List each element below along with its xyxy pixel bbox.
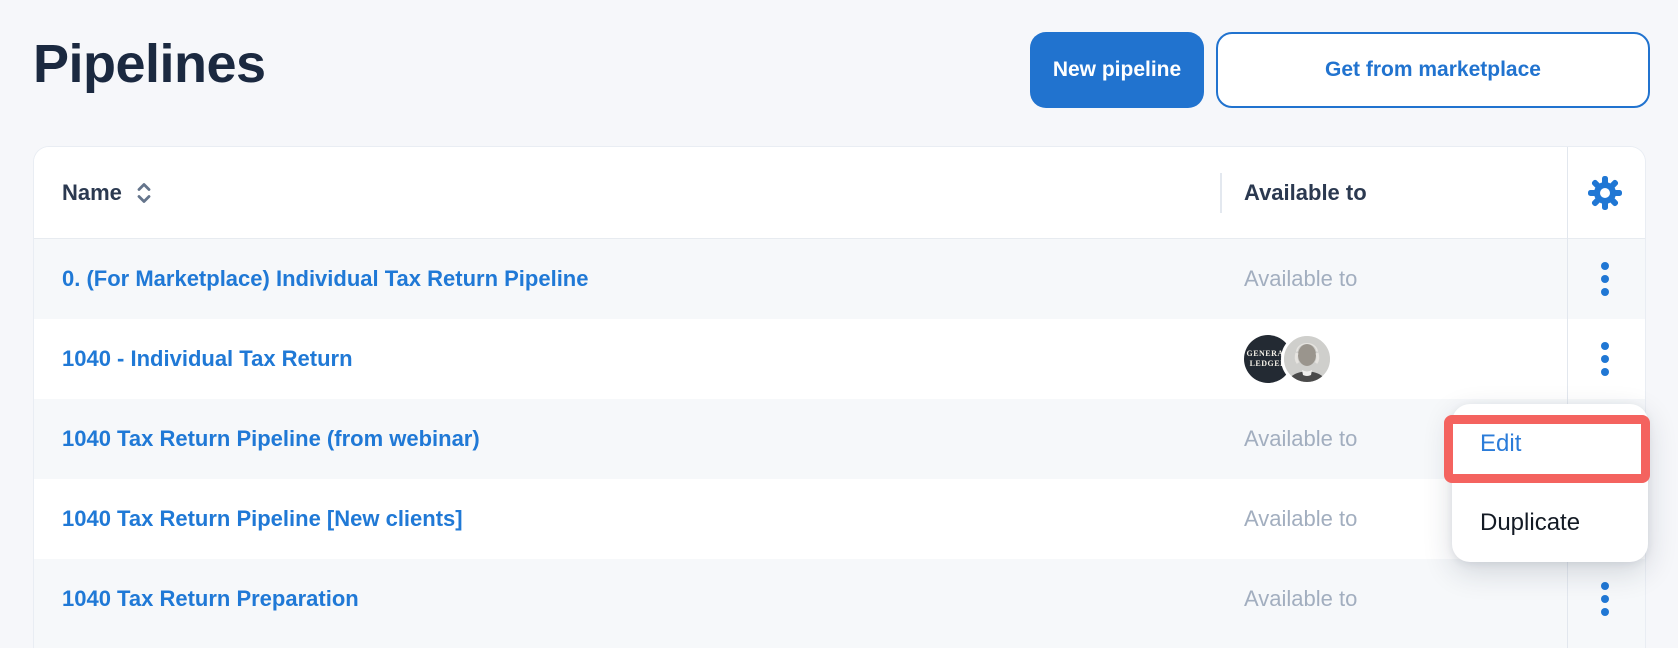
washington-portrait-avatar [1281,333,1333,385]
pipelines-table: Name Available to [33,146,1646,648]
available-to-placeholder[interactable]: Available to [1244,506,1358,531]
pipeline-link[interactable]: 1040 - Individual Tax Return [62,346,353,371]
table-row: 1040 Tax Return Pipeline (from webinar) … [34,399,1645,479]
actions-column-divider [1567,147,1568,648]
available-to-avatars: GENERAL LEDGER [1244,333,1333,385]
new-pipeline-button[interactable]: New pipeline [1030,32,1204,108]
name-column-label: Name [62,179,122,205]
available-to-placeholder[interactable]: Available to [1244,586,1358,611]
pipeline-link[interactable]: 0. (For Marketplace) Individual Tax Retu… [62,266,589,291]
table-row-partial [34,639,1645,648]
page-title: Pipelines [33,34,266,94]
row-menu-kebab-icon[interactable] [1591,256,1619,302]
available-to-placeholder[interactable]: Available to [1244,426,1358,451]
context-menu-item-edit[interactable]: Edit [1480,429,1522,457]
pipeline-link[interactable]: 1040 Tax Return Preparation [62,586,359,611]
available-to-placeholder[interactable]: Available to [1244,266,1358,291]
table-row: 1040 Tax Return Pipeline [New clients] A… [34,479,1645,559]
name-column-header: Name [34,180,1220,206]
context-menu-item-duplicate[interactable]: Duplicate [1480,508,1581,536]
table-header: Name Available to [34,147,1645,239]
table-row: 1040 Tax Return Preparation Available to [34,559,1645,639]
column-divider [1220,173,1222,213]
row-menu-kebab-icon[interactable] [1591,336,1619,382]
gear-icon[interactable] [1587,175,1623,211]
row-menu-kebab-icon[interactable] [1591,576,1619,622]
available-to-column-label: Available to [1244,179,1367,205]
row-context-menu: Edit Duplicate [1452,404,1648,562]
get-from-marketplace-button[interactable]: Get from marketplace [1216,32,1650,108]
table-row: 0. (For Marketplace) Individual Tax Retu… [34,239,1645,319]
available-to-column-header: Available to [1220,147,1565,238]
sort-icon[interactable] [136,180,152,206]
pipeline-link[interactable]: 1040 Tax Return Pipeline [New clients] [62,506,463,531]
table-row: 1040 - Individual Tax Return GENERAL LED… [34,319,1645,399]
pipeline-link[interactable]: 1040 Tax Return Pipeline (from webinar) [62,426,480,451]
